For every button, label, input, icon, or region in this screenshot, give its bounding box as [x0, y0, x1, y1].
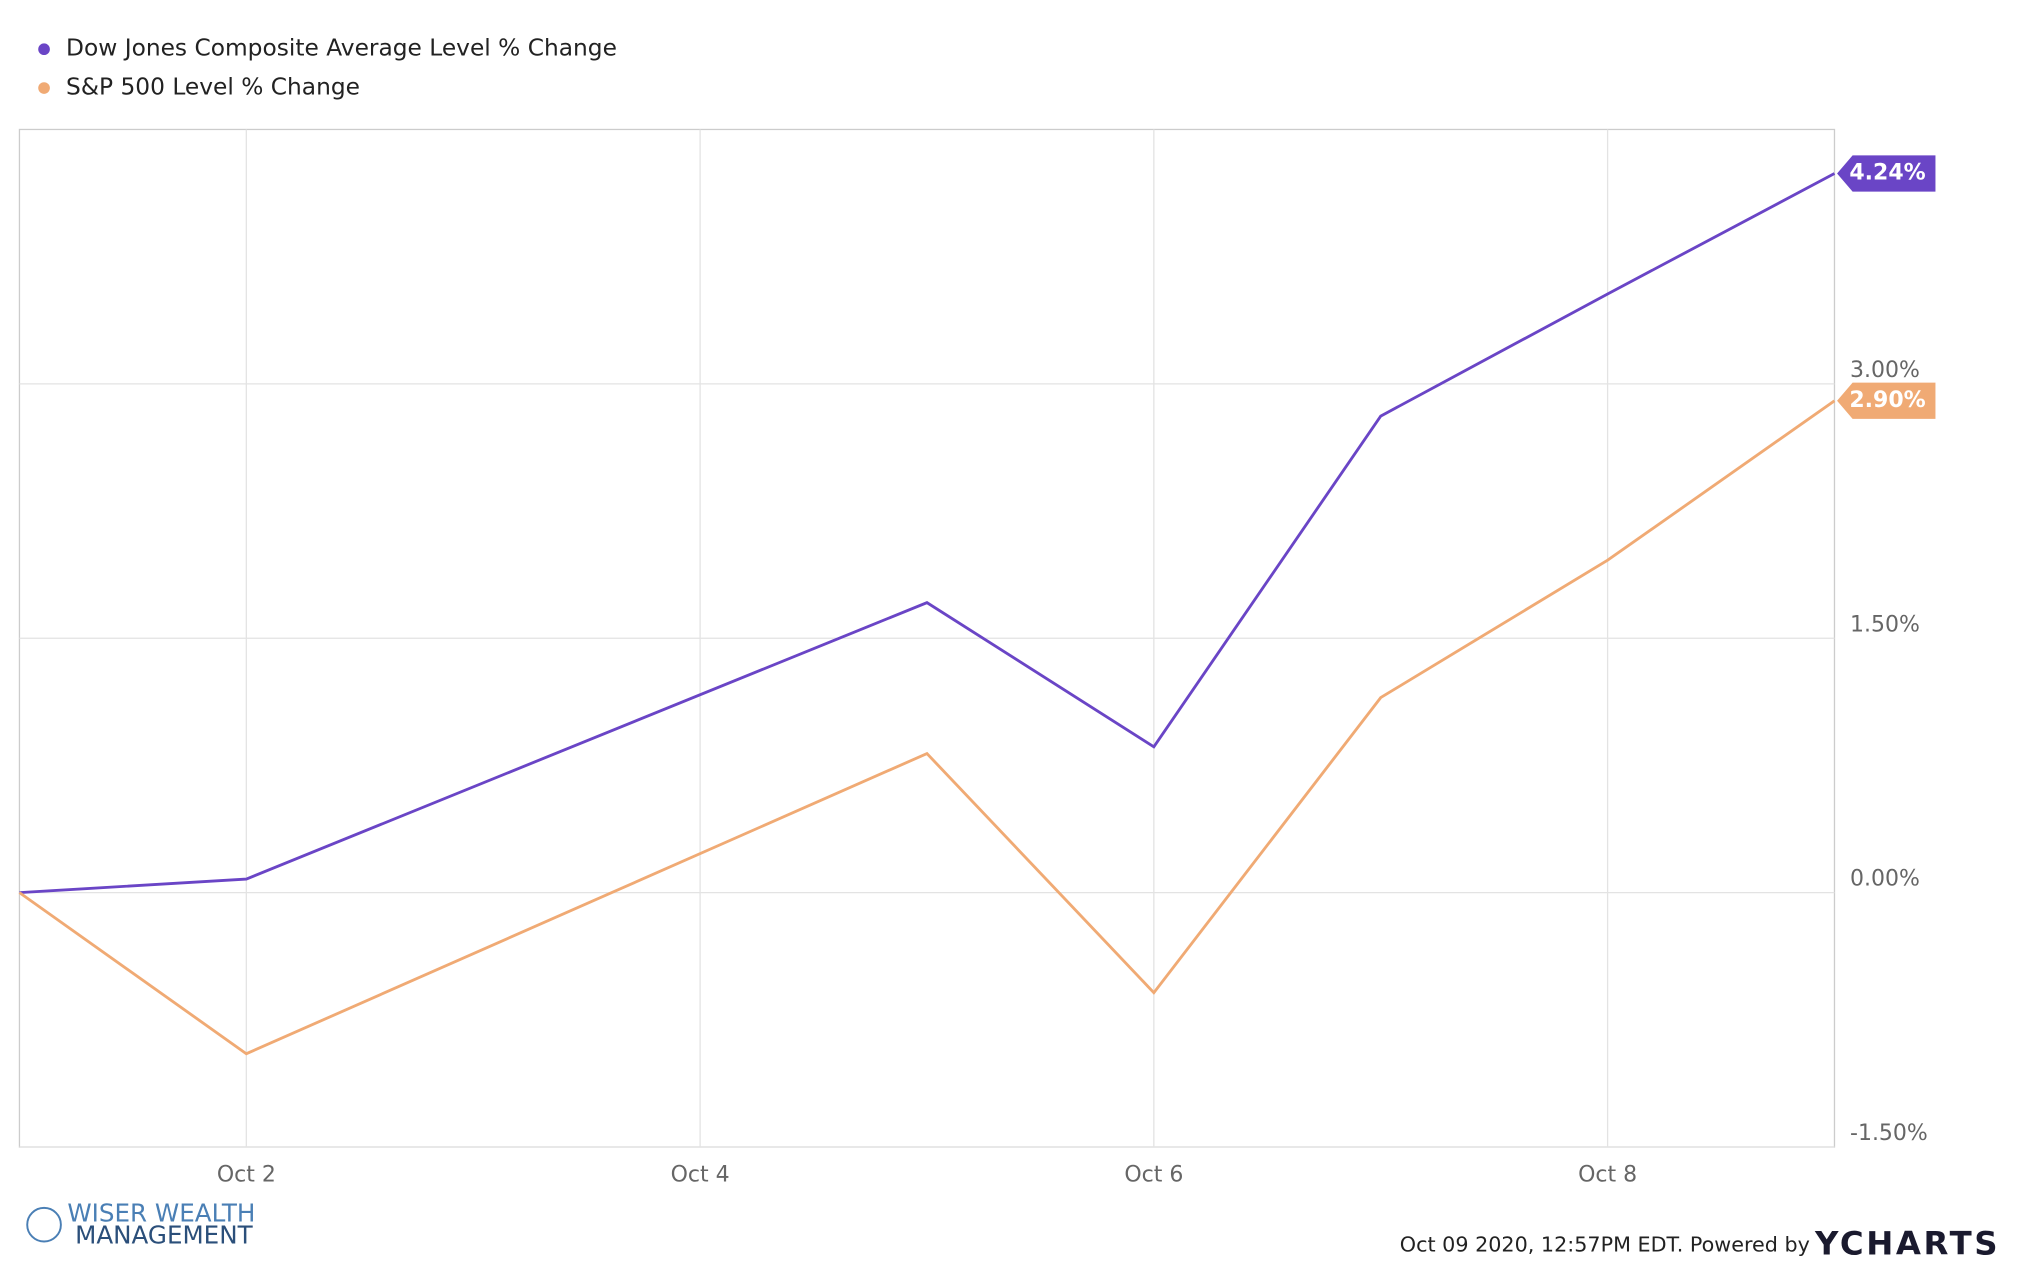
timestamp: Oct 09 2020, 12:57PM EDT. Powered by	[1400, 1232, 1810, 1256]
legend-label: Dow Jones Composite Average Level % Chan…	[66, 35, 617, 62]
logo: WISER WEALTH MANAGEMENT	[26, 1198, 255, 1249]
y-tick-label: 3.00%	[1850, 358, 1920, 383]
x-tick-label: Oct 2	[217, 1162, 276, 1187]
y-tick-label: -1.50%	[1850, 1121, 1928, 1146]
x-tick-label: Oct 6	[1124, 1162, 1183, 1187]
legend-marker	[38, 82, 50, 94]
value-label-tag	[1837, 382, 1936, 419]
logo-line1: WISER WEALTH	[67, 1198, 255, 1227]
value-label: 2.90%	[1849, 388, 1925, 413]
logo-line2: MANAGEMENT	[75, 1220, 253, 1249]
legend-marker	[38, 43, 50, 56]
x-tick-label: Oct 4	[671, 1162, 730, 1187]
series-line	[18, 399, 1836, 1056]
x-tick-label: Oct 8	[1578, 1162, 1637, 1187]
legend-label: S&P 500 Level % Change	[66, 74, 360, 101]
value-label: 4.24%	[1849, 161, 1925, 186]
y-tick-label: 0.00%	[1850, 867, 1920, 892]
value-label-tag	[1837, 155, 1936, 192]
series-line	[19, 172, 1836, 895]
logo-icon	[26, 1206, 62, 1243]
provider-logo: YCHARTS	[1814, 1224, 2000, 1262]
y-tick-label: 1.50%	[1850, 612, 1920, 637]
